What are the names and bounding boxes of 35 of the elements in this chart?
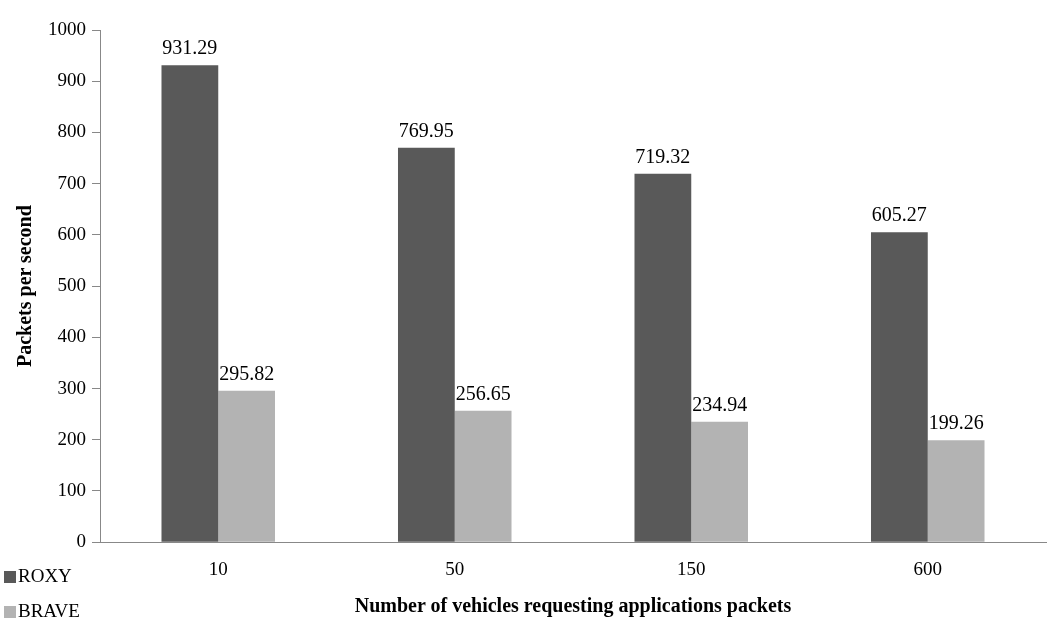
bar (454, 410, 512, 542)
data-label: 234.94 (692, 393, 748, 416)
data-label: 199.26 (928, 411, 984, 434)
bar (161, 65, 219, 542)
data-label: 719.32 (635, 145, 691, 168)
bar (397, 147, 455, 542)
data-label: 295.82 (219, 361, 275, 384)
y-tick-label: 500 (57, 274, 86, 296)
bar (691, 421, 749, 542)
x-axis-title: Number of vehicles requesting applications packets (354, 594, 792, 618)
x-tick-label: 150 (677, 557, 706, 579)
bar (218, 390, 276, 542)
y-tick-label: 100 (57, 478, 86, 500)
x-tick-label: 50 (445, 557, 465, 579)
y-tick-label: 200 (57, 427, 86, 449)
y-tick-label: 700 (57, 171, 86, 193)
legend-label: BRAVE (18, 599, 80, 621)
bar (634, 173, 692, 542)
y-tick-label: 300 (57, 376, 86, 398)
x-tick-label: 600 (913, 557, 942, 579)
data-label: 256.65 (455, 381, 511, 404)
data-label: 931.29 (162, 36, 218, 59)
x-tick-label: 10 (208, 557, 228, 579)
data-label: 769.95 (398, 119, 454, 142)
y-tick-label: 1000 (48, 17, 86, 39)
y-tick-label: 400 (57, 325, 86, 347)
y-tick-label: 800 (57, 120, 86, 142)
y-tick-label: 900 (57, 69, 86, 91)
bar (870, 232, 928, 542)
data-label: 605.27 (871, 203, 927, 226)
y-axis-title: Packets per second (13, 205, 37, 368)
bar (927, 440, 985, 542)
y-tick-label: 0 (76, 530, 86, 552)
legend-label: ROXY (18, 564, 73, 586)
y-tick-label: 600 (57, 222, 86, 244)
